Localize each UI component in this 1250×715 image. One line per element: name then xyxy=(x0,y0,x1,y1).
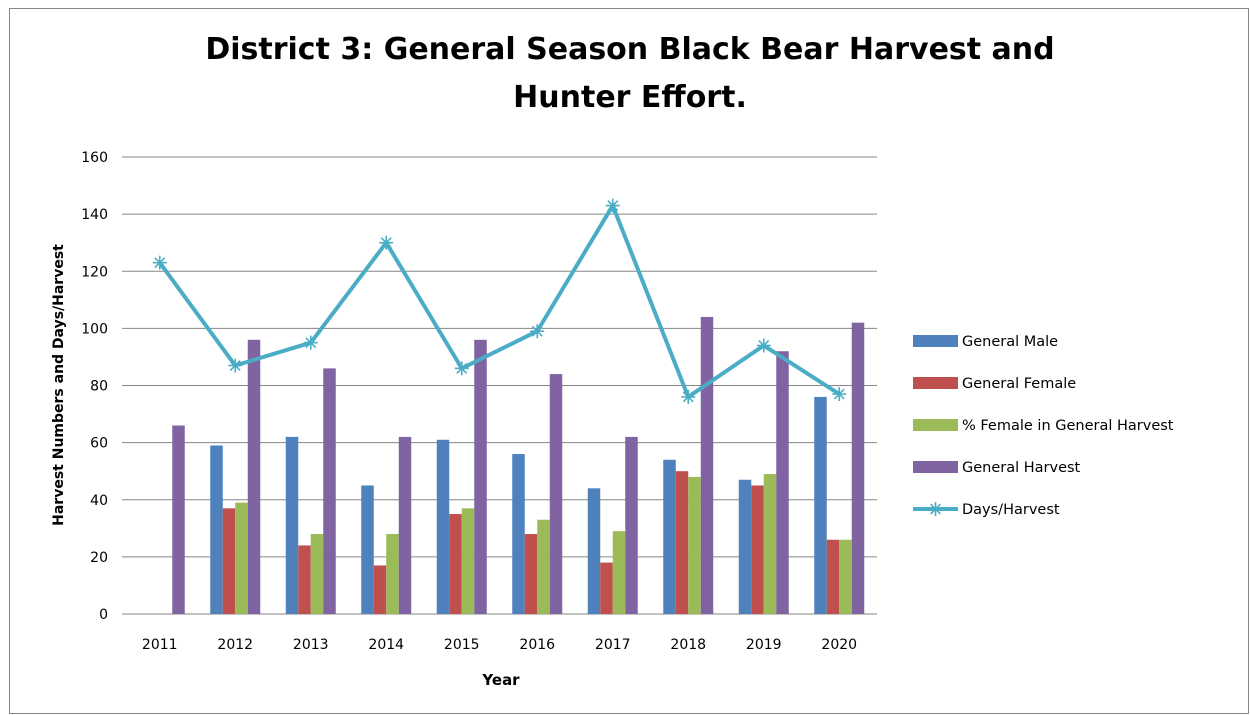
y-tick-label: 20 xyxy=(90,550,108,566)
bar xyxy=(851,322,865,614)
bar xyxy=(524,534,538,614)
y-tick-label: 60 xyxy=(90,436,108,452)
bar xyxy=(172,425,185,614)
bar xyxy=(537,519,550,614)
x-tick-label: 2017 xyxy=(595,637,631,653)
legend-label: General Male xyxy=(962,334,1058,350)
bar xyxy=(675,471,689,614)
y-tick-label: 160 xyxy=(81,150,108,166)
bar xyxy=(700,316,714,614)
legend-label: Days/Harvest xyxy=(962,502,1060,518)
chart-title-line-1: District 3: General Season Black Bear Ha… xyxy=(205,32,1055,67)
legend-label: % Female in General Harvest xyxy=(962,418,1174,434)
bar xyxy=(612,531,626,614)
series-line xyxy=(158,203,841,399)
y-tick-label: 100 xyxy=(81,321,108,337)
bar xyxy=(247,339,261,614)
bar xyxy=(323,368,336,614)
x-tick-label: 2011 xyxy=(142,637,178,653)
x-tick-labels: 2011 2012 2013 2014 2015 2016 2017 2018 2019 2020 xyxy=(142,637,857,653)
bar xyxy=(474,339,487,614)
line-point-marker xyxy=(756,338,771,353)
legend-label: General Female xyxy=(962,376,1076,392)
bar xyxy=(751,485,764,614)
bar xyxy=(386,534,399,614)
bar xyxy=(449,514,462,614)
y-tick-labels: 0 20 40 60 80 100 120 140 160 xyxy=(81,150,108,623)
x-tick-label: 2019 xyxy=(746,637,782,653)
legend-swatch xyxy=(913,335,958,347)
line-point-marker xyxy=(303,335,318,350)
bar xyxy=(310,534,324,614)
legend-swatch xyxy=(913,461,958,473)
bar xyxy=(373,565,387,614)
bar xyxy=(298,545,311,614)
x-tick-label: 2015 xyxy=(444,637,480,653)
y-tick-label: 0 xyxy=(99,607,108,623)
bar xyxy=(285,436,299,614)
line-series-group xyxy=(152,198,847,404)
bar xyxy=(839,539,852,614)
y-axis-label: Harvest Numbers and Days/Harvest xyxy=(51,244,67,526)
legend-item: General Male xyxy=(913,334,1058,350)
y-tick-label: 40 xyxy=(90,493,108,509)
x-tick-label: 2012 xyxy=(217,637,253,653)
x-tick-label: 2018 xyxy=(670,637,706,653)
bar xyxy=(361,485,374,614)
line-point-marker xyxy=(530,324,545,339)
y-tick-label: 120 xyxy=(81,264,108,280)
chart-title-line-2: Hunter Effort. xyxy=(513,80,747,115)
bar xyxy=(549,374,563,614)
x-tick-label: 2016 xyxy=(519,637,555,653)
bar xyxy=(625,436,638,614)
legend-swatch xyxy=(913,419,958,431)
bar xyxy=(776,351,789,614)
legend-item: % Female in General Harvest xyxy=(913,418,1174,434)
legend-item: General Harvest xyxy=(913,460,1081,476)
line-point-marker xyxy=(605,198,620,213)
bar xyxy=(600,562,613,614)
bar xyxy=(814,396,827,614)
bar xyxy=(738,479,752,614)
legend-swatch xyxy=(913,377,958,389)
legend: General Male General Female % Female in Ge… xyxy=(913,334,1174,518)
chart-title: District 3: General Season Black Bear Ha… xyxy=(0,26,1250,122)
legend-item: General Female xyxy=(913,376,1076,392)
line-point-marker xyxy=(454,361,469,376)
x-tick-label: 2014 xyxy=(368,637,404,653)
bar xyxy=(826,539,840,614)
bar xyxy=(222,508,236,614)
x-tick-label: 2013 xyxy=(293,637,329,653)
y-tick-label: 140 xyxy=(81,207,108,223)
bar xyxy=(398,436,412,614)
line-point-marker xyxy=(152,255,167,270)
bar xyxy=(461,508,475,614)
x-axis-label: Year xyxy=(481,671,520,689)
line-point-marker xyxy=(681,389,696,404)
bar xyxy=(688,476,701,614)
bar-series-group xyxy=(172,316,865,614)
line-point-marker xyxy=(228,358,243,373)
bar xyxy=(587,488,601,614)
legend-item: Days/Harvest xyxy=(913,502,1060,518)
y-tick-label: 80 xyxy=(90,379,108,395)
bar xyxy=(763,474,777,614)
legend-label: General Harvest xyxy=(962,460,1081,476)
bar xyxy=(210,445,223,614)
x-tick-label: 2020 xyxy=(821,637,857,653)
line-point-marker xyxy=(832,387,847,402)
line-point-marker xyxy=(379,235,394,250)
bar xyxy=(436,439,450,614)
bar xyxy=(512,454,525,614)
bar xyxy=(235,502,248,614)
bar xyxy=(663,459,676,614)
